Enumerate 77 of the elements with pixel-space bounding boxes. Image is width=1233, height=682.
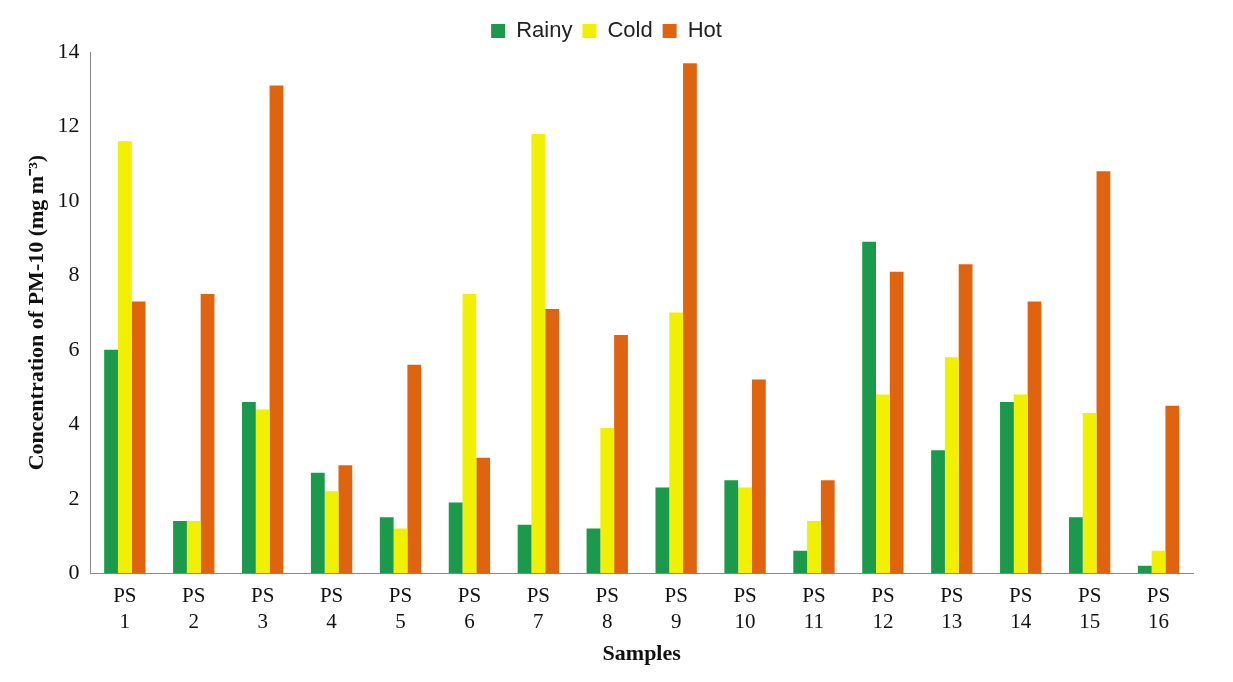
bar: [448, 502, 463, 574]
bar: [931, 450, 945, 574]
bar: [889, 271, 904, 574]
x-tick-label: PS 10: [733, 583, 757, 633]
bar: [338, 465, 353, 574]
bar: [862, 241, 876, 574]
bar: [545, 308, 560, 574]
x-tick-label: PS 7: [526, 583, 551, 633]
bar: [255, 409, 270, 574]
y-tick-label: 10: [57, 186, 80, 212]
bar: [1013, 394, 1028, 574]
bar: [793, 550, 808, 574]
bar: [269, 85, 284, 574]
bar: [1068, 517, 1083, 574]
legend-label: Cold: [607, 17, 653, 43]
bar: [586, 528, 601, 574]
y-tick-label: 2: [68, 484, 80, 510]
bar: [117, 141, 132, 574]
bar: [476, 457, 491, 574]
y-tick-label: 12: [57, 112, 80, 138]
bar: [1151, 550, 1166, 574]
x-tick-label: PS 16: [1146, 583, 1171, 633]
x-tick-label: PS 1: [113, 583, 137, 633]
x-tick-label: PS 2: [182, 583, 206, 633]
bar: [393, 528, 408, 574]
bar: [1096, 171, 1111, 574]
bar: [958, 264, 973, 574]
y-tick-label: 14: [57, 37, 80, 63]
bar: [407, 364, 422, 574]
bar: [820, 480, 835, 574]
x-tick-label: PS 8: [595, 583, 619, 633]
y-tick-label: 4: [68, 410, 80, 436]
bar: [751, 379, 766, 574]
y-tick-label: 6: [68, 335, 80, 361]
bar: [462, 293, 477, 574]
bar: [131, 301, 146, 574]
legend-label: Rainy: [516, 17, 573, 43]
bar: [324, 491, 339, 574]
x-tick-label: PS 6: [457, 583, 482, 633]
y-axis-title: Concentration of PM-10 (mg m⁻³): [22, 154, 48, 471]
bar: [724, 480, 739, 574]
bar: [807, 521, 821, 574]
bar: [944, 357, 959, 574]
x-tick-label: PS 13: [940, 583, 964, 633]
bar: [173, 521, 187, 574]
x-tick-label: PS 12: [871, 583, 895, 633]
x-tick-label: PS 15: [1077, 583, 1102, 633]
bar: [310, 472, 325, 574]
bar: [1027, 301, 1042, 574]
y-tick-label: 0: [68, 558, 80, 584]
bar: [655, 487, 670, 574]
bar: [379, 517, 394, 574]
x-tick-label: PS 11: [802, 583, 826, 633]
bar: [1082, 413, 1097, 574]
bar: [738, 487, 752, 574]
bar: [1000, 401, 1014, 574]
bar: [876, 394, 890, 574]
bar: [669, 312, 684, 574]
x-tick-label: PS 14: [1009, 583, 1033, 633]
bar: [614, 334, 628, 574]
bar: [186, 521, 201, 574]
x-tick-label: PS 3: [251, 583, 275, 633]
x-axis-title: Samples: [602, 640, 682, 666]
bar: [1137, 565, 1152, 574]
bar: [242, 401, 256, 574]
x-tick-label: PS 5: [388, 583, 413, 633]
bar: [1165, 405, 1180, 574]
bar: [600, 428, 615, 574]
bar: [531, 133, 546, 574]
y-tick-label: 8: [68, 261, 80, 287]
bar: [200, 293, 215, 574]
bar: [517, 524, 532, 574]
x-tick-label: PS 9: [664, 583, 688, 633]
x-tick-label: PS 4: [319, 583, 344, 633]
legend-label: Hot: [687, 17, 722, 43]
bar: [683, 63, 697, 574]
bar: [104, 349, 118, 574]
